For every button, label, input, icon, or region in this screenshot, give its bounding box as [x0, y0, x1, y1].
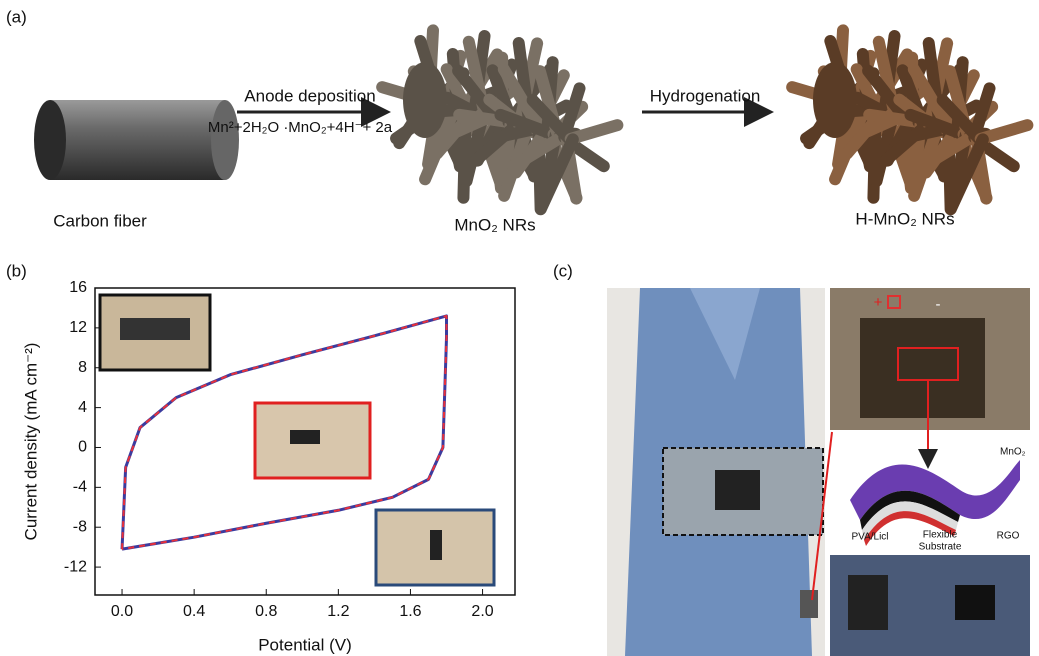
panel-label: (b) — [6, 261, 27, 280]
y-tick-label: 16 — [69, 279, 87, 296]
panel-label: (c) — [553, 261, 573, 280]
y-tick-label: 12 — [69, 319, 87, 336]
x-axis-label: Potential (V) — [258, 635, 352, 654]
y-axis-label: Current density (mA cm⁻²) — [21, 343, 40, 541]
x-tick-label: 2.0 — [471, 603, 493, 620]
caption: MnO₂ NRs — [454, 215, 535, 234]
equation: Mn²+2H₂O ·MnO₂+4H⁻+ 2a — [208, 119, 393, 136]
layer-label: RGO — [997, 531, 1020, 542]
y-tick-label: 4 — [78, 399, 87, 416]
polarity: - — [936, 296, 941, 313]
caption: H-MnO₂ NRs — [855, 209, 954, 228]
y-tick-label: 8 — [78, 359, 87, 376]
x-tick-label: 1.2 — [327, 603, 349, 620]
layer-label: Substrate — [919, 542, 962, 553]
x-tick-label: 0.4 — [183, 603, 205, 620]
carbon-fiber — [34, 100, 239, 180]
photo — [607, 288, 1030, 656]
y-tick-label: -4 — [73, 479, 87, 496]
y-tick-label: 0 — [78, 439, 87, 456]
figure: (a) Anode deposition Mn²+2H₂O ·MnO₂+4H⁻+… — [0, 0, 1039, 656]
x-tick-label: 0.0 — [111, 603, 133, 620]
arrow-label: Anode deposition — [244, 86, 375, 105]
layer-label: PVA/Licl — [851, 532, 888, 543]
x-tick-label: 0.8 — [255, 603, 277, 620]
arrow-label: Hydrogenation — [650, 86, 761, 105]
polarity: + — [874, 294, 883, 311]
core — [403, 62, 447, 138]
layer-label: MnO₂ — [1000, 447, 1026, 458]
core — [813, 62, 857, 138]
x-tick-label: 1.6 — [399, 603, 421, 620]
nanorods — [792, 30, 1027, 209]
y-tick-label: -8 — [73, 518, 87, 535]
layer-label: Flexible — [923, 530, 958, 541]
nanorods — [382, 30, 617, 209]
panel-label: (a) — [6, 7, 27, 26]
y-tick-label: -12 — [64, 558, 87, 575]
caption: Carbon fiber — [53, 211, 147, 230]
